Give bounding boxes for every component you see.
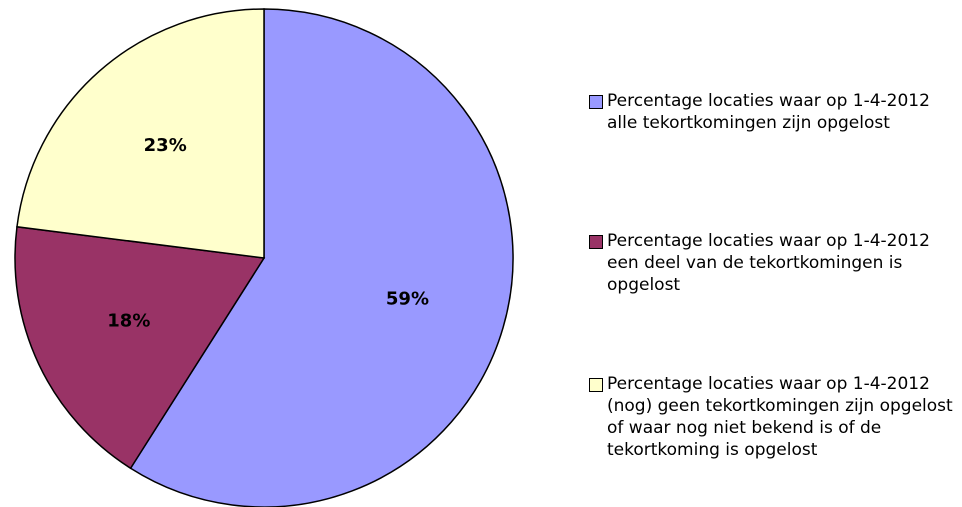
- data-label: 59%: [386, 289, 429, 310]
- pie-slice: [14, 225, 266, 470]
- legend-label: Percentage locaties waar op 1-4-2012 all…: [607, 91, 930, 133]
- legend-item: Percentage locaties waar op 1-4-2012 (no…: [589, 373, 954, 461]
- pie-slice: [16, 8, 265, 259]
- legend-swatch: [589, 378, 603, 392]
- chart: 59% 18% 23%: [14, 8, 514, 507]
- legend-swatch: [589, 95, 603, 109]
- data-label: 23%: [144, 135, 187, 156]
- legend-label: Percentage locaties waar op 1-4-2012 een…: [607, 231, 930, 295]
- legend-item: Percentage locaties waar op 1-4-2012 een…: [589, 230, 954, 296]
- data-label: 18%: [107, 311, 150, 332]
- legend-swatch: [589, 235, 603, 249]
- legend-label: Percentage locaties waar op 1-4-2012 (no…: [607, 374, 953, 460]
- legend-item: Percentage locaties waar op 1-4-2012 all…: [589, 90, 954, 134]
